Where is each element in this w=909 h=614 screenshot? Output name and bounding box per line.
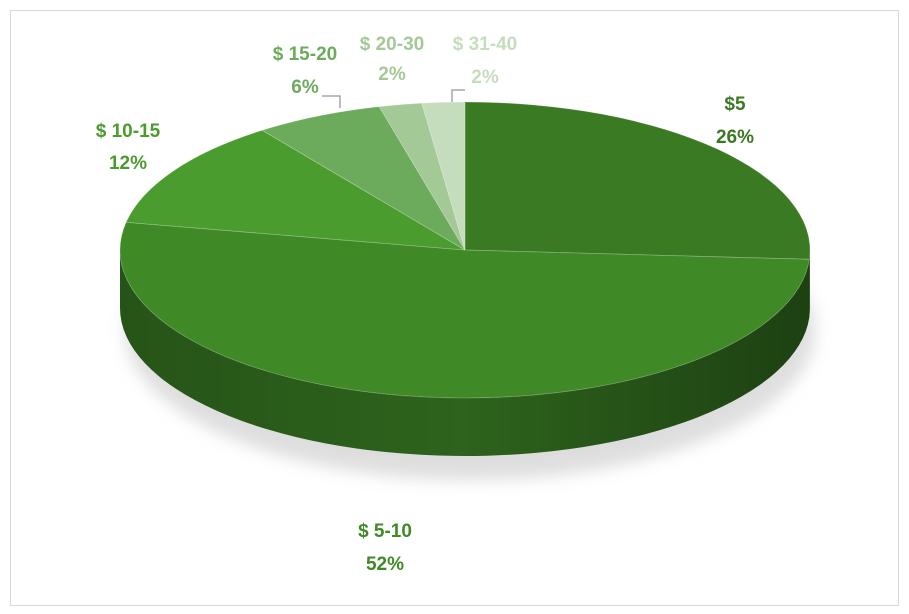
slice-side-shade [809,250,810,318]
value-label: 2% [378,64,406,85]
value-label: 2% [471,67,499,88]
leader-line [322,95,341,108]
slice [261,106,466,251]
slice [125,129,466,251]
slice [464,101,811,260]
value-label: 6% [291,77,319,98]
category-label: $ 10-15 [96,121,161,142]
category-label: $ 31-40 [453,34,517,55]
leader-line [451,89,465,102]
value-label: 52% [366,554,404,575]
category-label: $ 15-20 [273,44,337,65]
category-label: $ 20-30 [360,34,424,55]
slice [119,221,810,399]
slice [421,101,466,251]
slice-side-shade [120,250,810,456]
category-label: $ 5-10 [358,521,412,542]
slice [378,102,466,251]
value-label: 12% [109,153,147,174]
value-label: 26% [716,127,754,148]
category-label: $5 [724,94,746,115]
